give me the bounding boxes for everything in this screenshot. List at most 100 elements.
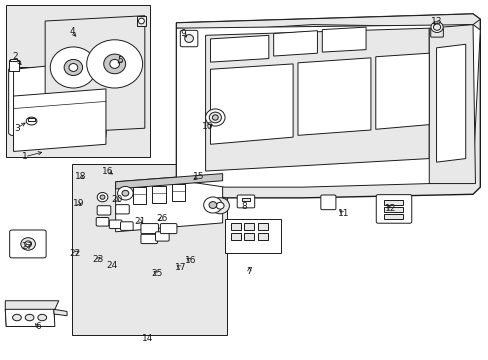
Bar	[9, 60, 20, 71]
Bar	[152, 186, 165, 203]
Bar	[10, 59, 17, 62]
Polygon shape	[375, 53, 428, 129]
FancyBboxPatch shape	[155, 232, 169, 241]
Ellipse shape	[25, 241, 31, 247]
Text: 16: 16	[102, 167, 113, 176]
Text: 8: 8	[241, 202, 247, 211]
Ellipse shape	[208, 202, 216, 208]
Text: 27: 27	[21, 242, 32, 251]
FancyBboxPatch shape	[109, 220, 122, 229]
Ellipse shape	[50, 47, 96, 88]
FancyBboxPatch shape	[97, 206, 111, 215]
Ellipse shape	[122, 190, 128, 196]
Polygon shape	[116, 174, 222, 232]
Bar	[72, 164, 227, 336]
Bar	[132, 187, 146, 204]
Text: 9: 9	[181, 29, 186, 38]
Ellipse shape	[110, 59, 119, 68]
Bar	[244, 233, 254, 240]
Polygon shape	[54, 309, 67, 316]
Ellipse shape	[430, 22, 442, 32]
FancyBboxPatch shape	[320, 195, 335, 210]
Ellipse shape	[38, 314, 46, 321]
Ellipse shape	[203, 197, 222, 213]
Text: 7: 7	[246, 267, 252, 276]
Ellipse shape	[97, 193, 108, 202]
Text: 6: 6	[35, 322, 41, 331]
Text: 19: 19	[72, 199, 84, 208]
FancyBboxPatch shape	[160, 224, 177, 234]
Bar	[6, 5, 149, 157]
Text: 12: 12	[384, 204, 395, 213]
Polygon shape	[5, 301, 59, 327]
Text: 26: 26	[156, 214, 167, 223]
Polygon shape	[136, 16, 146, 26]
Bar	[258, 233, 267, 240]
Polygon shape	[176, 24, 479, 187]
Text: 20: 20	[111, 195, 122, 204]
Ellipse shape	[69, 64, 78, 71]
Ellipse shape	[432, 24, 440, 30]
Bar	[258, 223, 267, 230]
Bar	[244, 223, 254, 230]
Text: 23: 23	[92, 255, 103, 264]
FancyBboxPatch shape	[120, 222, 133, 230]
Polygon shape	[5, 309, 55, 327]
Ellipse shape	[13, 314, 21, 321]
Ellipse shape	[26, 117, 37, 125]
FancyBboxPatch shape	[141, 224, 158, 234]
Bar	[171, 184, 185, 202]
Bar	[230, 233, 240, 240]
Text: 22: 22	[69, 249, 81, 258]
FancyBboxPatch shape	[116, 204, 129, 214]
Polygon shape	[9, 67, 106, 135]
Polygon shape	[210, 35, 268, 62]
Text: 3: 3	[14, 124, 20, 133]
Ellipse shape	[103, 54, 125, 74]
Text: 15: 15	[192, 172, 203, 181]
Text: 16: 16	[185, 256, 196, 265]
FancyBboxPatch shape	[375, 195, 411, 223]
Text: 11: 11	[338, 210, 349, 219]
Polygon shape	[428, 24, 474, 184]
Ellipse shape	[210, 198, 229, 214]
Ellipse shape	[100, 195, 105, 199]
Text: 4: 4	[69, 27, 75, 36]
Polygon shape	[14, 89, 106, 152]
Ellipse shape	[205, 109, 224, 126]
Bar	[383, 200, 403, 205]
FancyBboxPatch shape	[10, 230, 46, 258]
Text: 5: 5	[118, 56, 123, 65]
Text: 18: 18	[75, 172, 86, 181]
FancyBboxPatch shape	[180, 30, 198, 47]
Bar	[28, 118, 35, 121]
Ellipse shape	[21, 238, 35, 250]
Text: 24: 24	[106, 261, 118, 270]
Polygon shape	[210, 64, 292, 144]
Ellipse shape	[64, 59, 82, 76]
Bar	[230, 223, 240, 230]
Ellipse shape	[117, 186, 133, 200]
Polygon shape	[205, 28, 428, 171]
FancyBboxPatch shape	[96, 217, 109, 226]
Ellipse shape	[212, 115, 218, 120]
FancyBboxPatch shape	[237, 195, 254, 208]
Text: 14: 14	[142, 334, 153, 343]
Polygon shape	[116, 174, 222, 189]
Polygon shape	[322, 27, 366, 52]
Polygon shape	[14, 60, 106, 144]
Polygon shape	[45, 16, 144, 134]
Text: 25: 25	[151, 269, 163, 278]
FancyBboxPatch shape	[430, 28, 443, 37]
Polygon shape	[176, 14, 479, 198]
Text: 21: 21	[134, 217, 145, 226]
Polygon shape	[176, 14, 479, 30]
Polygon shape	[273, 31, 317, 56]
Ellipse shape	[216, 202, 224, 209]
Bar	[383, 213, 403, 219]
Text: 13: 13	[430, 17, 442, 26]
Ellipse shape	[86, 40, 142, 88]
Polygon shape	[297, 58, 370, 135]
Ellipse shape	[25, 314, 34, 321]
Ellipse shape	[138, 18, 144, 24]
